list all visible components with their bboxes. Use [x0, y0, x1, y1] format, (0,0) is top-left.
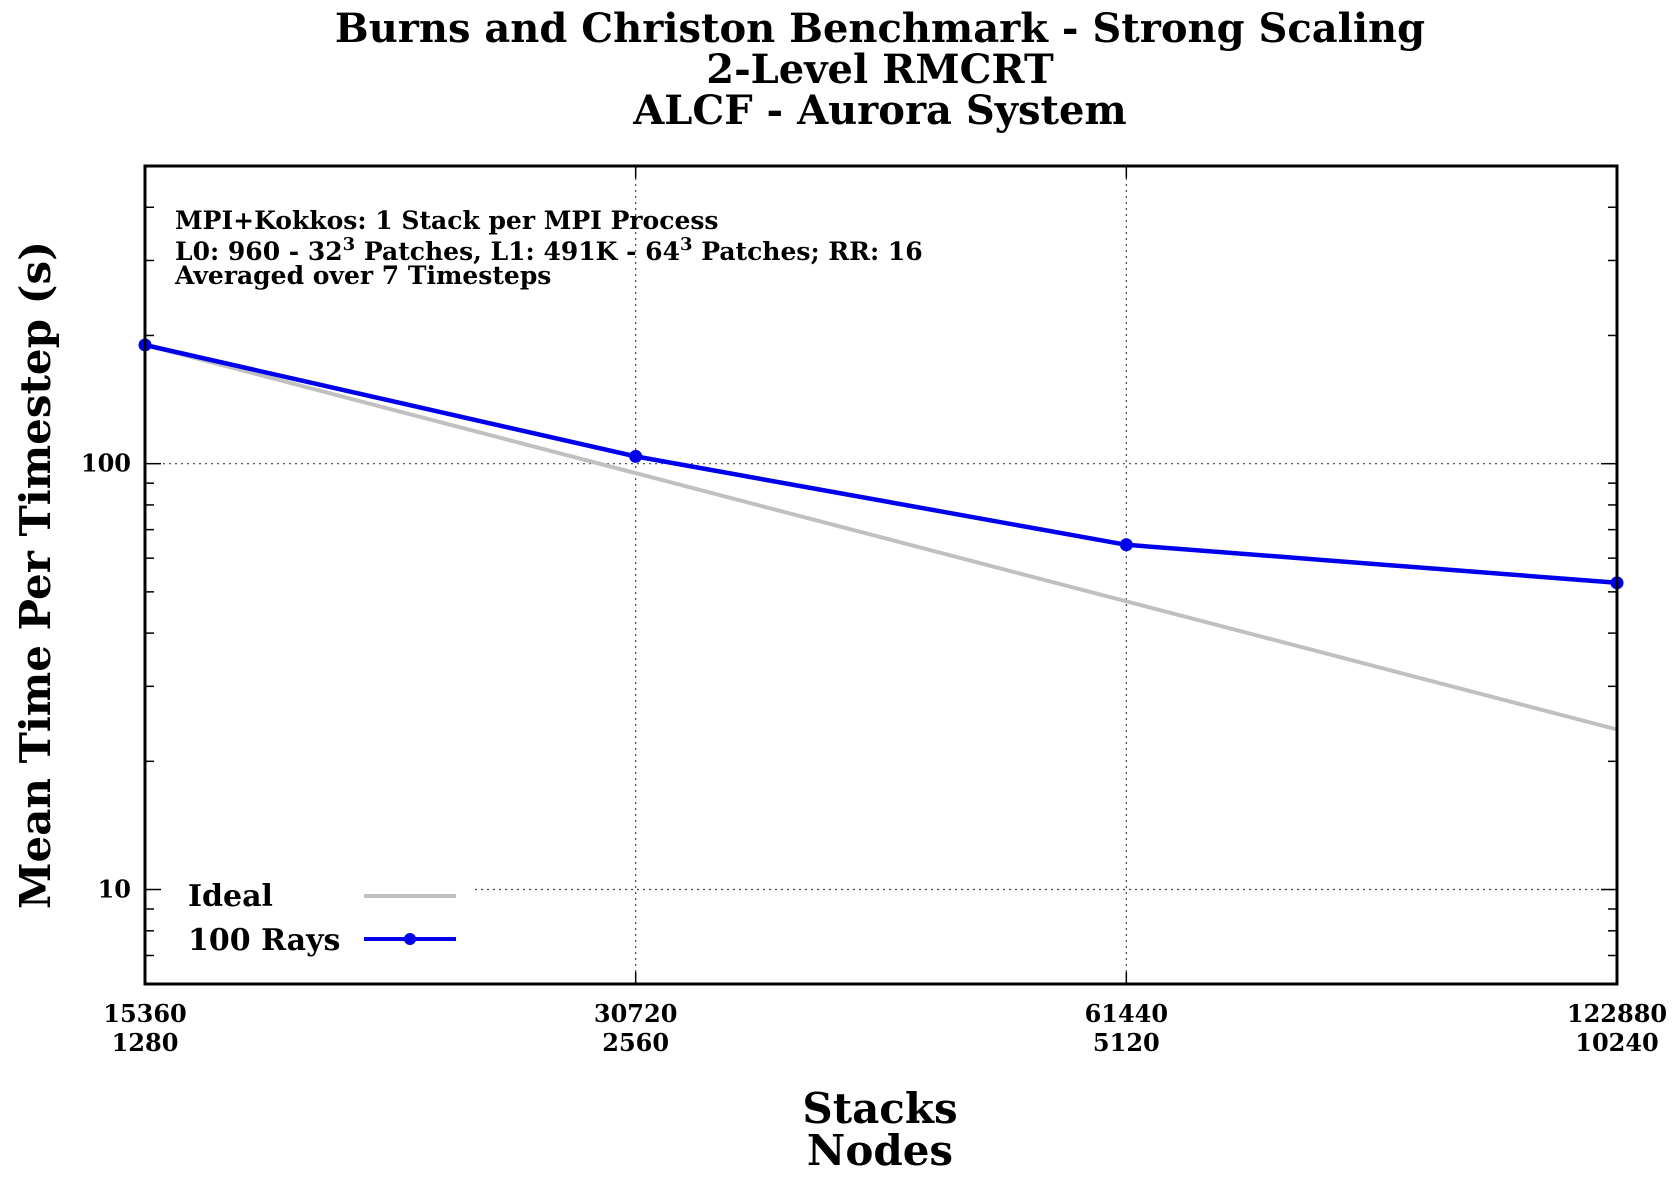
series-line-ideal — [144, 343, 1618, 732]
x-axis-label-line-1: Stacks — [802, 1084, 957, 1133]
grid — [145, 166, 1617, 984]
y-tick-label: 100 — [81, 449, 131, 478]
annotation-line-2-b: Patches, L1: 491K - 64 — [355, 237, 680, 266]
annotation-line-2-sup1: 3 — [343, 234, 356, 255]
legend-label-ideal: Ideal — [188, 879, 273, 914]
x-tick-label-stacks: 122880 — [1567, 999, 1667, 1028]
annotation-line-2-sup2: 3 — [680, 234, 693, 255]
y-tick-label: 10 — [98, 875, 131, 904]
x-tick-label-nodes: 10240 — [1575, 1028, 1659, 1057]
annotation-line-3: Averaged over 7 Timesteps — [174, 261, 551, 290]
y-tick-labels: 100 10 — [81, 449, 131, 904]
x-tick-label-stacks: 61440 — [1085, 999, 1169, 1028]
plot-frame — [143, 164, 1619, 986]
chart-subtitle-2: ALCF - Aurora System — [632, 87, 1127, 134]
chart-subtitle-1: 2-Level RMCRT — [706, 46, 1054, 93]
data-point-100-rays — [1119, 538, 1133, 552]
annotation-line-2-c: Patches; RR: 16 — [693, 237, 923, 266]
legend-marker-100-rays — [404, 933, 416, 945]
chart-title: Burns and Christon Benchmark - Strong Sc… — [335, 5, 1425, 52]
annotation-line-2: L0: 960 - 323 Patches, L1: 491K - 643 Pa… — [175, 234, 923, 267]
legend-label-100-rays: 100 Rays — [188, 923, 340, 958]
x-tick-label-nodes: 5120 — [1093, 1028, 1160, 1057]
x-tick-label-stacks: 30720 — [594, 999, 678, 1028]
legend: Ideal 100 Rays — [188, 879, 456, 958]
x-tick-label-nodes: 1280 — [112, 1028, 179, 1057]
x-tick-label-nodes: 2560 — [602, 1028, 669, 1057]
x-axis-label-line-2: Nodes — [807, 1126, 953, 1175]
y-axis-label: Mean Time Per Timestep (s) — [11, 241, 60, 909]
plot-series — [138, 338, 1624, 732]
annotation-line-2-a: L0: 960 - 32 — [175, 237, 343, 266]
data-point-100-rays — [629, 449, 643, 463]
x-tick-label-stacks: 15360 — [103, 999, 187, 1028]
series-line-100-rays — [144, 342, 1618, 586]
annotation-line-1: MPI+Kokkos: 1 Stack per MPI Process — [175, 206, 719, 235]
